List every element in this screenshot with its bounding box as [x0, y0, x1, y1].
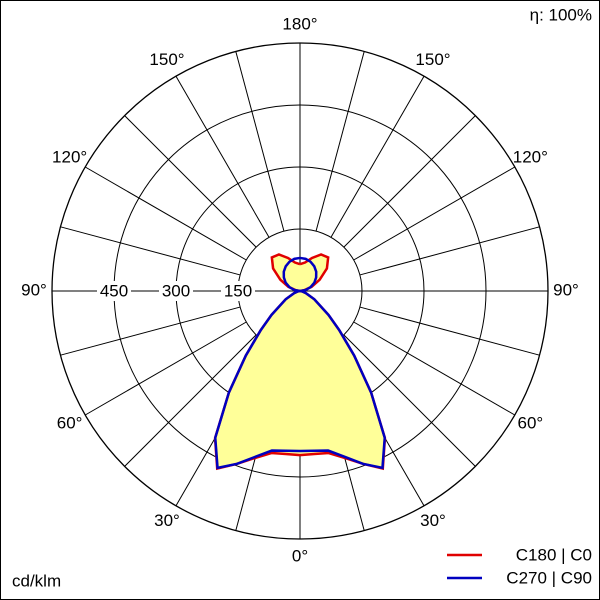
radial-grid-line [175, 75, 270, 238]
radial-grid-line [359, 226, 540, 276]
curves [213, 253, 387, 471]
radial-grid-line [343, 334, 476, 467]
radial-grid-line [315, 51, 365, 232]
angle-tick-label: 120° [52, 147, 87, 166]
legend-label: C270 | C90 [506, 568, 592, 587]
unit-label: cd/klm [12, 571, 61, 590]
radial-grid-line [84, 321, 247, 416]
efficiency-label: η: 100% [530, 5, 592, 24]
r-tick-label: 150 [224, 281, 252, 300]
tick-label-bg [97, 281, 131, 301]
radial-grid-line [353, 321, 516, 416]
radial-grid-line [353, 166, 516, 261]
radial-grid-line [60, 226, 241, 276]
radial-grid-line [235, 51, 285, 232]
radial-grid-line [124, 334, 257, 467]
r-tick-label: 300 [162, 281, 190, 300]
angle-tick-label: 150° [149, 50, 184, 69]
angle-tick-label: 60° [518, 413, 544, 432]
angle-tick-label: 60° [57, 413, 83, 432]
radial-grid-line [124, 115, 257, 248]
angle-tick-label: 90° [553, 280, 579, 299]
labels: 150 300 450 0° 30° 30° 60° 60° 90° 90° 120° 120° 150… [21, 14, 592, 587]
r-tick-label: 450 [100, 281, 128, 300]
radial-grid-line [359, 306, 540, 356]
angle-tick-label: 150° [415, 50, 450, 69]
tick-label-bg [221, 281, 255, 301]
angle-tick-label: 120° [513, 147, 548, 166]
area [215, 254, 385, 469]
radial-grid-line [84, 166, 247, 261]
curve [299, 256, 386, 470]
legend-label: C180 | C0 [516, 545, 592, 564]
angle-tick-label: 180° [282, 14, 317, 33]
radial-grid-line [60, 306, 241, 356]
angle-tick-label: 90° [21, 280, 47, 299]
curve [214, 256, 301, 470]
tick-label-bg [159, 281, 193, 301]
angle-tick-label: 30° [420, 511, 446, 530]
angle-tick-label: 30° [154, 511, 180, 530]
radial-grid-line [343, 115, 476, 248]
angle-tick-label: 0° [292, 546, 308, 565]
radial-grid-line [330, 75, 425, 238]
